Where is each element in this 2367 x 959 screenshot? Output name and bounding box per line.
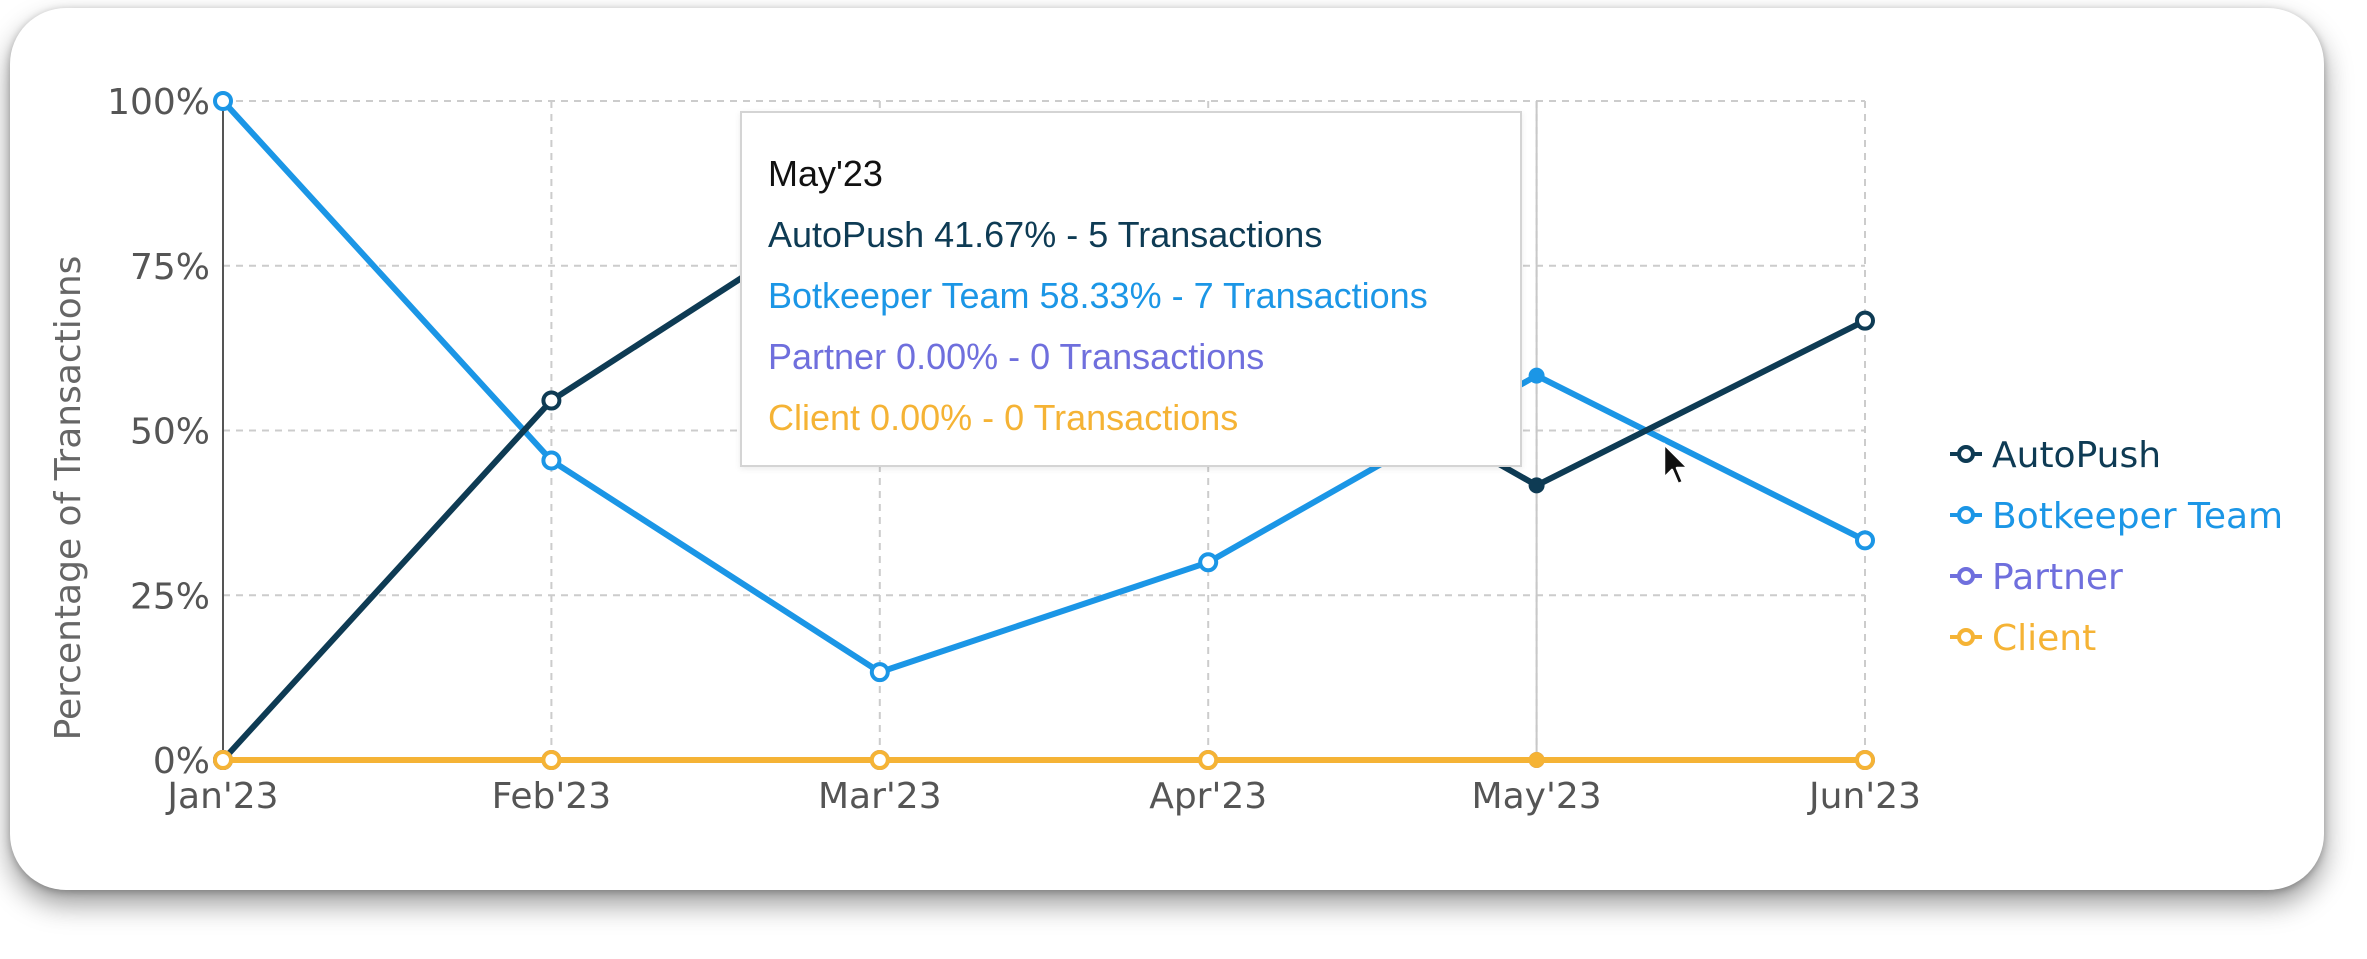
y-tick-label: 0%: [153, 741, 210, 782]
legend-label: Botkeeper Team: [1992, 496, 2283, 537]
tooltip-title: May'23: [768, 153, 883, 194]
legend-item-autopush[interactable]: AutoPush: [1950, 435, 2161, 476]
y-tick-label: 100%: [107, 82, 210, 123]
data-point-autopush[interactable]: [1855, 310, 1875, 331]
data-point-client[interactable]: [213, 750, 233, 770]
data-point-client[interactable]: [1528, 752, 1545, 768]
data-tooltip: May'23 AutoPush 41.67% - 5 Transactions …: [740, 111, 1522, 467]
legend-marker-icon: [1957, 628, 1975, 646]
data-point-autopush[interactable]: [541, 390, 562, 411]
mouse-cursor-icon: [1662, 442, 1690, 486]
line-chart: 0% 25% 50% 75% 100% Jan'23 Feb'23 Mar'23 Apr'23 M…: [48, 82, 2283, 817]
tooltip-line-botkeeper-team: Botkeeper Team 58.33% - 7 Transactions: [768, 275, 1428, 316]
x-tick-label: Jun'23: [1807, 776, 1921, 817]
legend-label: Partner: [1992, 557, 2123, 598]
legend-marker-icon: [1957, 506, 1975, 524]
series-line-botkeeper-team: [220, 98, 1868, 676]
x-tick-label: Mar'23: [818, 776, 942, 817]
x-tick-label: Jan'23: [165, 776, 278, 817]
x-tick-label: May'23: [1472, 776, 1602, 817]
tooltip-line-partner: Partner 0.00% - 0 Transactions: [768, 336, 1265, 377]
x-tick-label: Feb'23: [492, 776, 611, 817]
data-point-botkeeper-team[interactable]: [213, 91, 233, 111]
series-layer: [213, 91, 1875, 770]
data-point-botkeeper-team[interactable]: [869, 662, 890, 683]
data-point-client[interactable]: [869, 750, 890, 770]
data-point-client[interactable]: [1198, 750, 1219, 770]
data-point-botkeeper-team[interactable]: [1528, 367, 1545, 384]
legend-marker-icon: [1957, 567, 1975, 585]
tooltip-line-autopush: AutoPush 41.67% - 5 Transactions: [768, 214, 1323, 255]
legend-layer: AutoPush Botkeeper Team Partner Client: [1950, 435, 2283, 659]
y-tick-label: 25%: [130, 576, 210, 617]
data-point-botkeeper-team[interactable]: [1198, 552, 1219, 573]
data-point-client[interactable]: [541, 750, 562, 770]
legend-label: Client: [1992, 618, 2096, 659]
y-tick-label: 75%: [130, 247, 210, 288]
legend-label: AutoPush: [1992, 435, 2161, 476]
data-point-botkeeper-team[interactable]: [1855, 530, 1875, 551]
legend-item-partner[interactable]: Partner: [1950, 557, 2123, 598]
legend-item-botkeeper-team[interactable]: Botkeeper Team: [1950, 496, 2283, 537]
tooltip-line-client: Client 0.00% - 0 Transactions: [768, 397, 1239, 438]
x-tick-label: Apr'23: [1149, 776, 1267, 817]
data-point-botkeeper-team[interactable]: [541, 450, 562, 471]
y-tick-label: 50%: [130, 412, 210, 453]
y-axis-title: Percentage of Transactions: [48, 256, 89, 741]
legend-marker-icon: [1957, 445, 1975, 463]
data-point-autopush[interactable]: [1528, 477, 1545, 494]
legend-item-client[interactable]: Client: [1950, 618, 2096, 659]
chart-card: 0% 25% 50% 75% 100% Jan'23 Feb'23 Mar'23 Apr'23 M…: [10, 8, 2324, 890]
data-point-client[interactable]: [1855, 750, 1875, 770]
